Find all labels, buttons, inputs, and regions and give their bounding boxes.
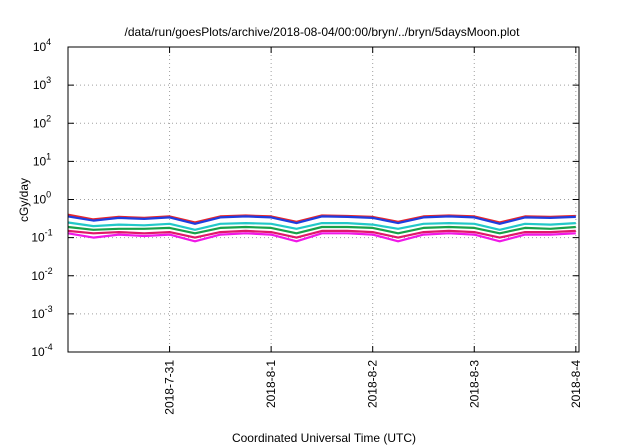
x-tick-label: 2018-8-1 [264, 360, 278, 408]
x-axis: 2018-7-31 2018-8-1 2018-8-2 2018-8-3 2018-8-… [163, 47, 583, 415]
x-tick-label: 2018-8-3 [467, 360, 481, 408]
chart-title: /data/run/goesPlots/archive/2018-08-04/0… [125, 25, 521, 39]
y-tick-exponent: 2 [46, 113, 51, 123]
y-tick-base: 10 [31, 345, 45, 359]
y-tick-base: 10 [33, 40, 47, 54]
y-tick-label: 10-1 [31, 228, 52, 245]
y-tick-base: 10 [33, 78, 47, 92]
y-tick-exponent: -4 [45, 342, 53, 352]
y-tick-base: 10 [33, 154, 47, 168]
series-line-6 [67, 232, 576, 243]
y-tick-label: 103 [33, 75, 51, 92]
y-tick-exponent: -2 [45, 266, 53, 276]
grid [68, 47, 579, 352]
y-tick-exponent: 1 [46, 151, 51, 161]
y-axis-label: cGy/day [17, 178, 31, 222]
y-tick-exponent: -3 [45, 304, 53, 314]
y-tick-base: 10 [31, 269, 45, 283]
x-tick-label: 2018-8-2 [366, 360, 380, 408]
series-line-4 [67, 225, 576, 235]
x-tick-label: 2018-7-31 [163, 360, 177, 415]
series-line-2 [67, 215, 576, 225]
y-tick-exponent: 4 [46, 37, 51, 47]
y-tick-exponent: -1 [45, 228, 53, 238]
series-line-3 [67, 221, 576, 231]
y-tick-base: 10 [31, 231, 45, 245]
y-tick-label: 10-2 [31, 266, 52, 283]
y-tick-exponent: 0 [46, 190, 51, 200]
y-tick-label: 100 [33, 190, 51, 207]
y-tick-label: 10-3 [31, 304, 52, 321]
y-tick-label: 104 [33, 37, 51, 54]
y-tick-base: 10 [33, 116, 47, 130]
y-tick-base: 10 [33, 193, 47, 207]
y-tick-label: 102 [33, 113, 51, 130]
series-group [67, 213, 576, 243]
x-axis-label: Coordinated Universal Time (UTC) [232, 431, 416, 445]
y-tick-label: 101 [33, 151, 51, 168]
y-tick-label: 10-4 [31, 342, 52, 359]
y-tick-exponent: 3 [46, 75, 51, 85]
series-line-5 [67, 229, 576, 239]
x-tick-label: 2018-8-4 [569, 360, 583, 408]
y-tick-base: 10 [31, 307, 45, 321]
